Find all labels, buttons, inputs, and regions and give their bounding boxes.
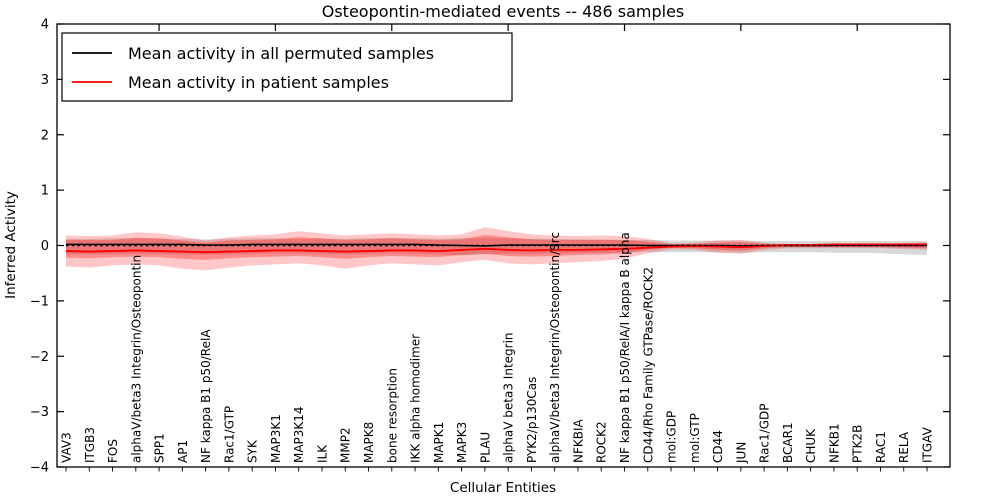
x-tick-label: alphaV/beta3 Integrin/Osteopontin: [129, 255, 143, 463]
x-tick-label: PLAU: [478, 432, 492, 463]
x-tick-label: AP1: [176, 440, 190, 463]
x-tick-label: ITGAV: [921, 426, 935, 463]
x-tick-label: PTK2B: [851, 425, 865, 463]
x-tick-label: mol:GDP: [665, 411, 679, 463]
legend-box: [61, 32, 513, 102]
x-tick-label: MAP3K1: [269, 414, 283, 463]
x-tick-label: NF kappa B1 p50/RelA: [199, 329, 213, 463]
y-tick-label: 4: [41, 18, 49, 33]
x-tick-label: JUN: [734, 442, 748, 464]
patient-sample-range-inner-band: [66, 234, 927, 260]
x-tick-label: MAPK1: [432, 422, 446, 463]
legend: Mean activity in all permuted samples Me…: [61, 32, 513, 102]
x-tick-label: NFKB1: [827, 423, 841, 463]
x-tick-label: ROCK2: [595, 421, 609, 463]
x-tick-label: CD44: [711, 430, 725, 463]
x-tick-label: SYK: [246, 439, 260, 463]
y-axis-label: Inferred Activity: [3, 191, 19, 299]
chart-title: Osteopontin-mediated events -- 486 sampl…: [322, 2, 685, 21]
x-tick-label: alphaV beta3 Integrin: [502, 332, 516, 463]
x-tick-label: NF kappa B1 p50/RelA/I kappa B alpha: [618, 232, 632, 463]
tick-label-layer: 4 3 2 1 0 −1 −2 −3 −4 VAV3 ITGB3 FOS alphaV/beta3 In…: [30, 18, 935, 476]
y-tick-label: 3: [41, 73, 49, 88]
x-tick-label: NFKBIA: [571, 418, 585, 463]
y-tick-label: −1: [30, 294, 49, 309]
line-layer: [65, 243, 927, 254]
x-tick-label: ITGB3: [83, 427, 97, 463]
x-tick-label: VAV3: [60, 432, 74, 463]
legend-label-permuted: Mean activity in all permuted samples: [128, 44, 434, 63]
legend-item-permuted: Mean activity in all permuted samples: [72, 44, 434, 63]
mean-line-1: [65, 243, 927, 254]
x-tick-label: BCAR1: [781, 422, 795, 463]
y-tick-label: 2: [41, 128, 49, 143]
y-tick-label: 0: [41, 239, 49, 254]
x-tick-label: MAPK8: [362, 422, 376, 463]
x-tick-label: PYK2/p130Cas: [525, 377, 539, 463]
x-tick-label: IKK alpha homodimer: [409, 334, 423, 463]
x-tick-label: MAP3K14: [292, 406, 306, 463]
tick-layer: [57, 23, 950, 472]
x-tick-label: mol:GTP: [688, 413, 702, 463]
x-tick-label: ILK: [315, 444, 329, 463]
x-tick-label: alphaV/beta3 Integrin/Osteopontin/Src: [548, 232, 562, 463]
x-tick-label: CD44/Rho Family GTPase/ROCK2: [641, 267, 655, 463]
y-tick-label: −4: [30, 461, 49, 476]
x-tick-label: RELA: [897, 431, 911, 463]
legend-item-patient: Mean activity in patient samples: [72, 73, 389, 92]
y-tick-label: 1: [41, 184, 49, 199]
x-axis-label: Cellular Entities: [450, 480, 556, 496]
x-tick-label: SPP1: [153, 433, 167, 463]
legend-label-patient: Mean activity in patient samples: [128, 73, 389, 92]
x-tick-label: Rac1/GTP: [222, 406, 236, 463]
x-tick-label: bone resorption: [385, 368, 399, 463]
x-tick-label: FOS: [106, 439, 120, 463]
x-tick-label: CHUK: [804, 428, 818, 463]
x-tick-label: Rac1/GDP: [758, 404, 772, 463]
x-tick-label: RAC1: [874, 431, 888, 463]
x-tick-label: MMP2: [339, 427, 353, 463]
y-tick-label: −3: [30, 405, 49, 420]
y-tick-label: −2: [30, 350, 49, 365]
x-tick-label: MAPK3: [455, 422, 469, 463]
